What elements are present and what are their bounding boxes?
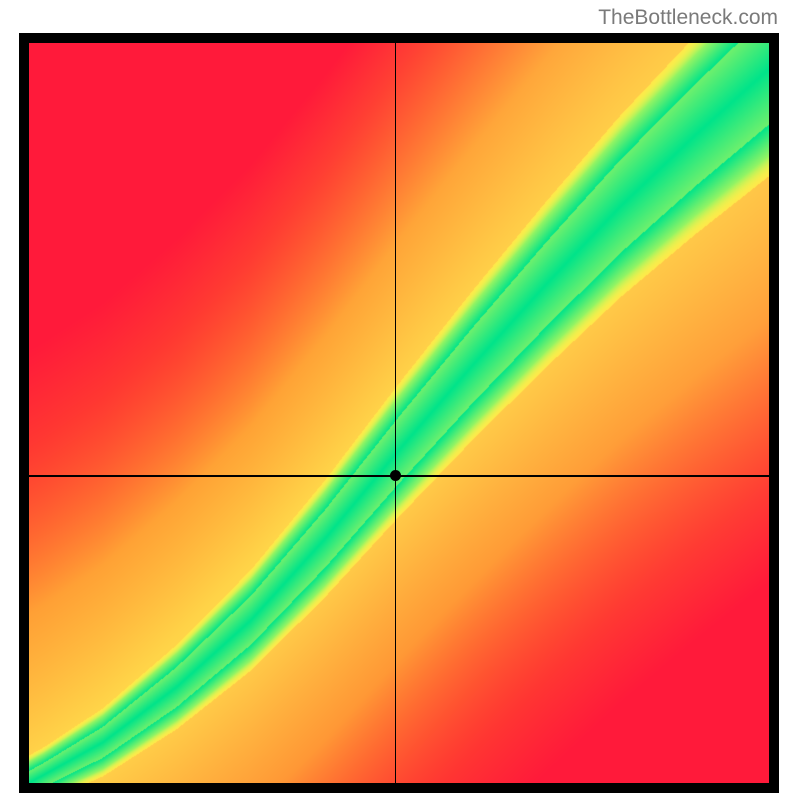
crosshair-vertical bbox=[395, 43, 397, 783]
attribution-text: TheBottleneck.com bbox=[598, 6, 778, 30]
bottleneck-heatmap bbox=[29, 43, 769, 783]
